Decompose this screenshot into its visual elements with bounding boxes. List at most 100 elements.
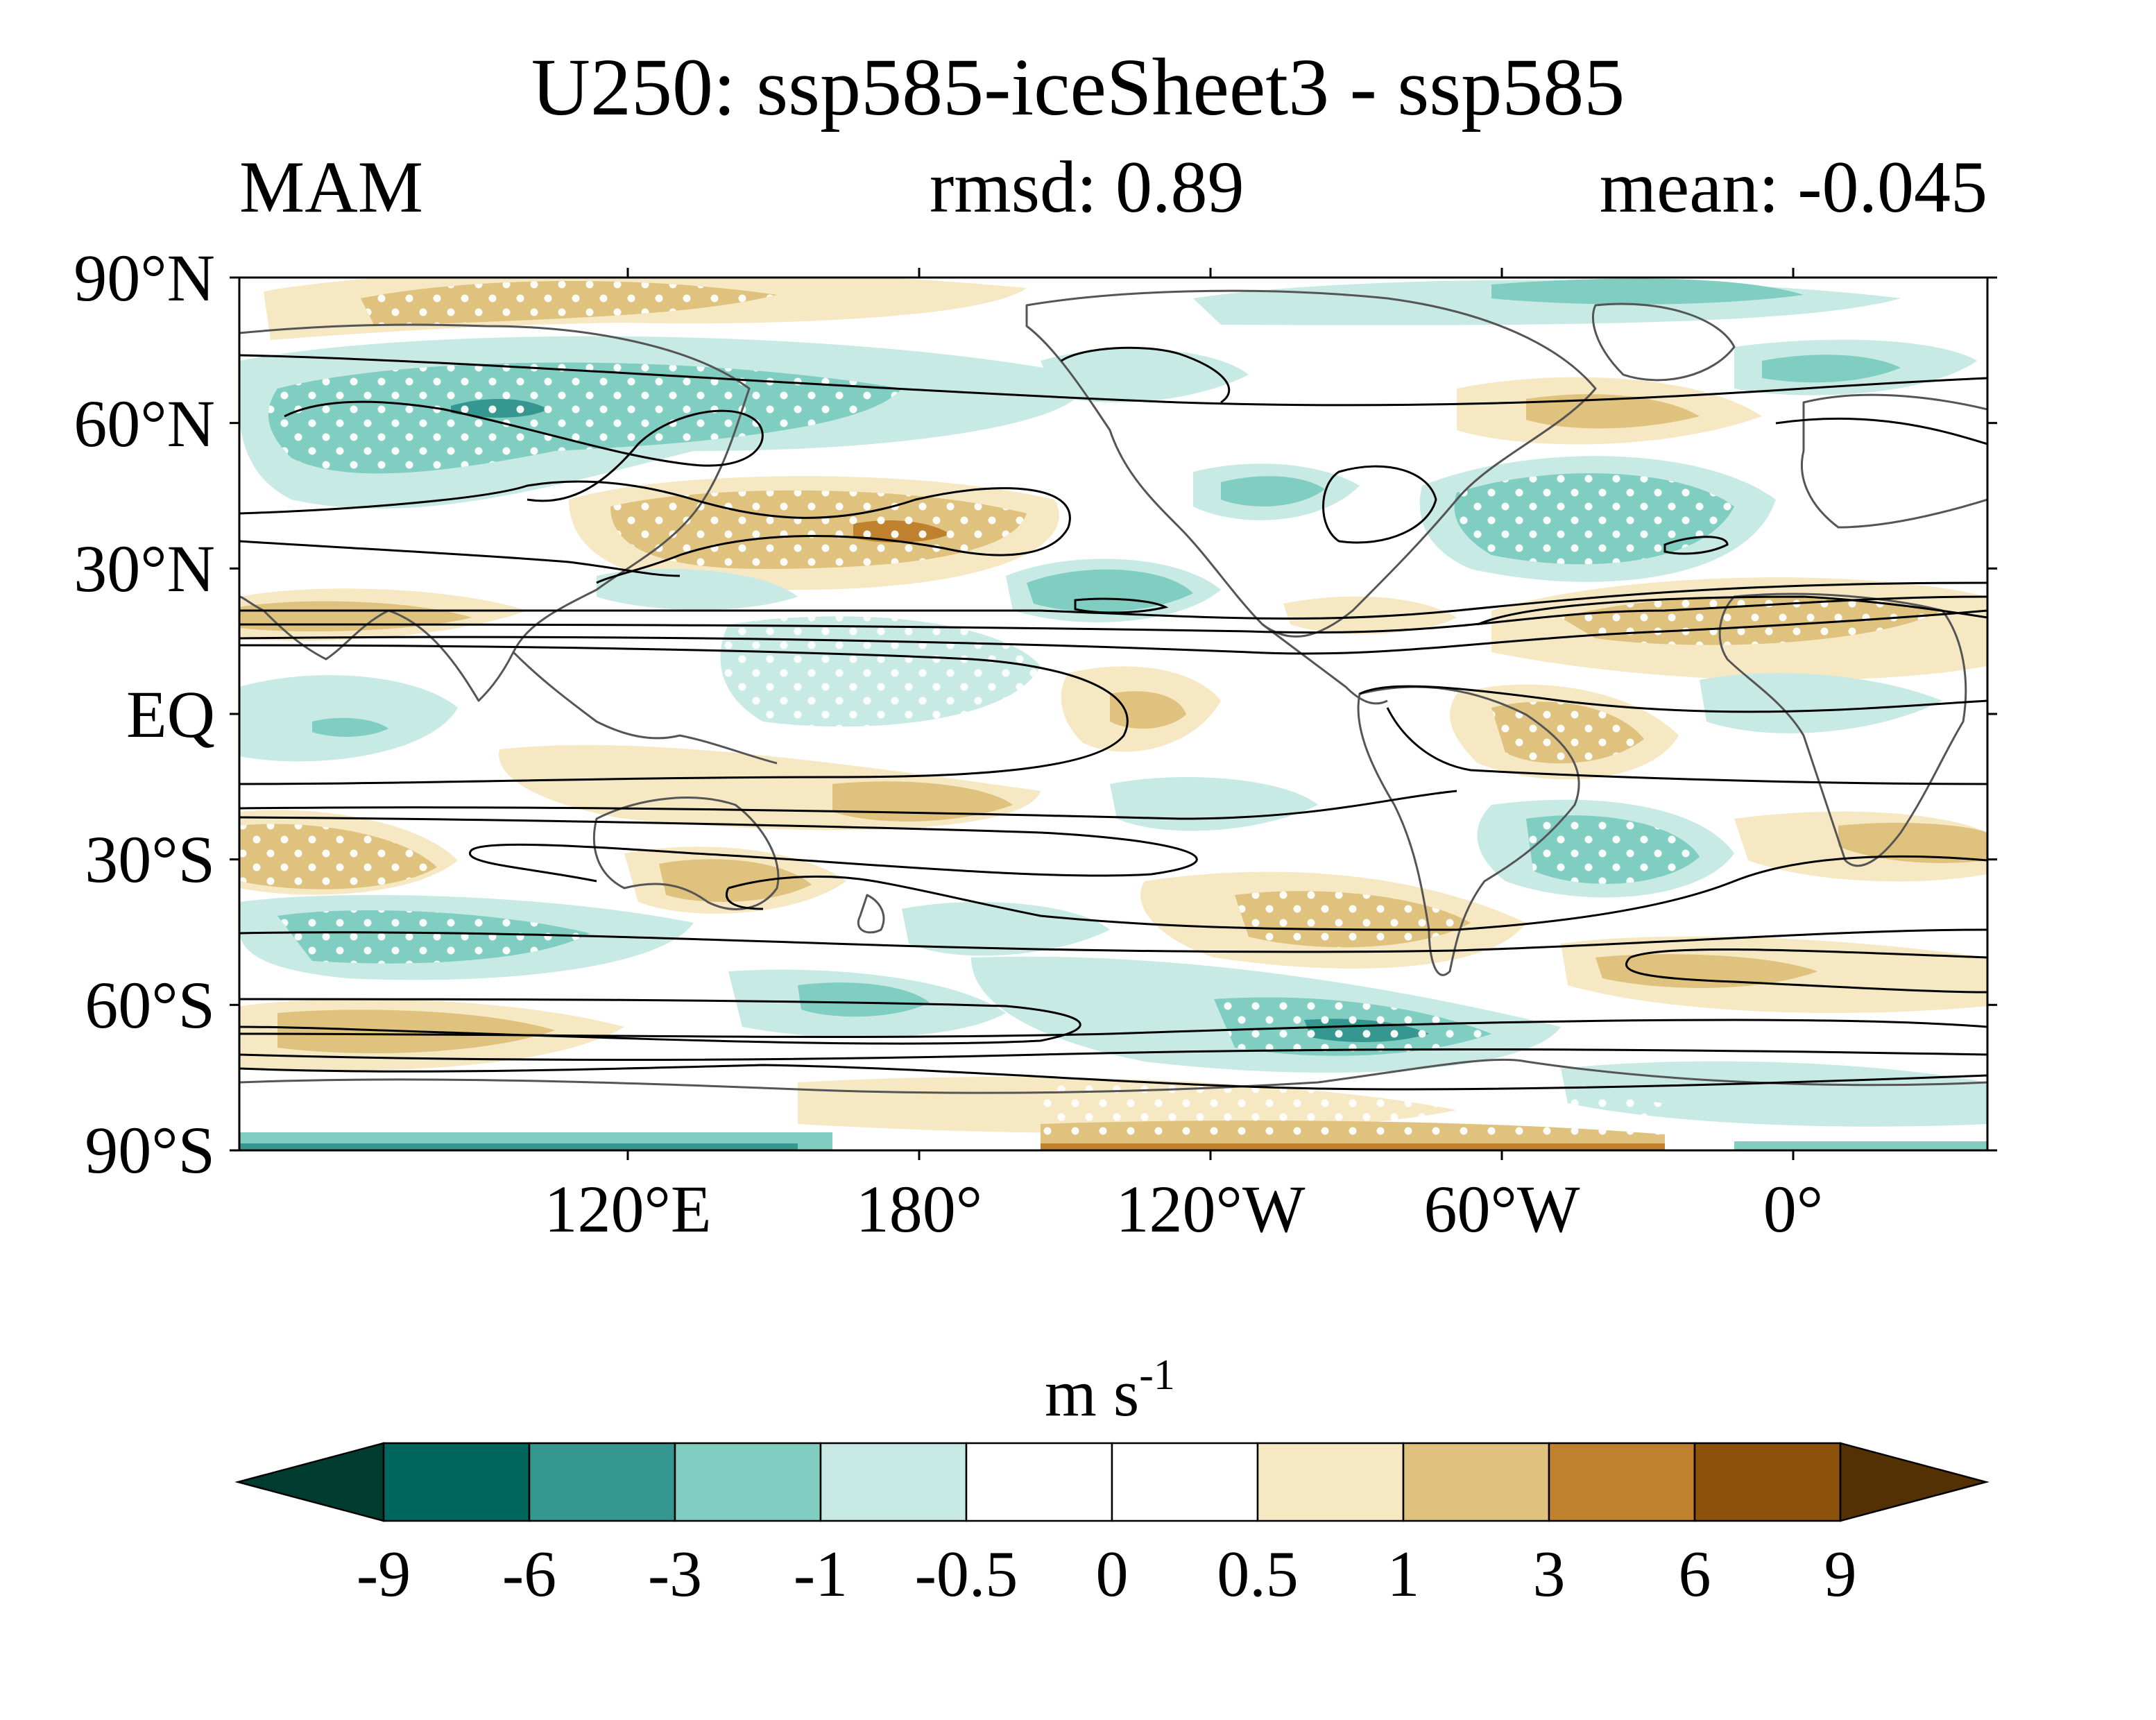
stipple-area [610, 490, 1027, 569]
lat-label-60s: 60°S [85, 968, 215, 1042]
colorbar-label: -3 [648, 1538, 702, 1610]
colorbar-label: 9 [1824, 1538, 1857, 1610]
lat-label-60n: 60°N [74, 386, 215, 461]
contour-line [239, 928, 1987, 953]
tick-marks [230, 268, 1997, 1160]
colorbar-box [819, 1442, 968, 1522]
lon-label-120w: 120°W [1116, 1172, 1306, 1246]
anomaly-region-negative [1221, 476, 1325, 506]
colorbar-unit-base: m s [1045, 1356, 1139, 1430]
stipple-area [361, 281, 777, 326]
climatology-contours [239, 346, 1987, 1091]
stipple-area [268, 362, 902, 474]
anomaly-region-negative [597, 569, 798, 610]
contour-line [1322, 465, 1437, 544]
mean-label: mean: -0.045 [1600, 146, 1987, 228]
anomaly-region-negative [1041, 348, 1249, 402]
coastline-greenland [1591, 303, 1736, 382]
lon-label-60w: 60°W [1424, 1172, 1580, 1246]
colorbar-label: -6 [502, 1538, 556, 1610]
contour-line [239, 998, 1081, 1045]
anomaly-region-negative [312, 717, 388, 737]
contour-line [239, 581, 1987, 620]
map-panel [239, 278, 1987, 1150]
anomaly-region-positive [1110, 691, 1186, 729]
contour-line [1629, 948, 1987, 959]
coastline-australia [592, 797, 780, 910]
coastline-north-america [1025, 289, 1597, 638]
colorbar-box [1548, 1442, 1696, 1522]
colorbar-extension-low [234, 1442, 385, 1522]
lat-label-30n: 30°N [74, 531, 215, 606]
significance-stippling [239, 281, 1942, 1138]
colorbar-label: -0.5 [915, 1538, 1018, 1610]
longitude-labels: 120°E 180° 120°W 60°W 0° [544, 1172, 1823, 1246]
colorbar-label: 6 [1679, 1538, 1711, 1610]
colorbar-box [382, 1442, 531, 1522]
anomaly-region-strong-negative [239, 1143, 798, 1150]
stipple-area [1041, 1080, 1665, 1138]
contour-line [239, 480, 1071, 584]
colorbar-box [1693, 1442, 1842, 1522]
colorbar-label: -9 [357, 1538, 411, 1610]
stipple-area [1526, 815, 1700, 884]
colorbar-label: 0.5 [1217, 1538, 1299, 1610]
anomaly-region-negative [1491, 278, 1804, 305]
contour-line [239, 540, 681, 577]
contour-line [239, 1064, 1987, 1091]
stipple-area [1454, 473, 1734, 565]
contour-line [239, 595, 1987, 634]
contour-line [1061, 346, 1231, 404]
colorbar-box [528, 1442, 676, 1522]
contour-line [1477, 595, 1987, 626]
contour-line [1386, 707, 1987, 785]
latitude-labels: 90°N 60°N 30°N EQ 30°S 60°S 90°S [74, 241, 215, 1187]
colorbar-box [1402, 1442, 1550, 1522]
contour-line [239, 1048, 1987, 1061]
contour-line [728, 855, 1987, 931]
anomaly-region-positive [1283, 596, 1457, 634]
colorbar-extension-high [1839, 1442, 1990, 1522]
contour-line [239, 790, 1457, 820]
contour-line [1775, 417, 1987, 445]
colorbar-label: -1 [794, 1538, 848, 1610]
contour-line [284, 400, 764, 502]
colorbar-box [1256, 1442, 1405, 1522]
anomaly-region-negative [1027, 569, 1193, 612]
contour-line [239, 644, 1129, 785]
anomaly-region-negative [1762, 355, 1901, 383]
contour-line [239, 609, 1987, 655]
contour-line [726, 887, 764, 910]
colorbar-tick-labels: -9 -6 -3 -1 -0.5 0 0.5 1 3 6 9 [357, 1538, 1857, 1610]
coastline-eurasia [239, 323, 751, 702]
colorbar-box [965, 1442, 1113, 1522]
lon-label-120e: 120°E [544, 1172, 711, 1246]
colorbar-unit-exponent: -1 [1139, 1352, 1175, 1399]
colorbar-box [1111, 1442, 1259, 1522]
coastline-new-zealand [857, 894, 885, 934]
lat-label-30s: 30°S [85, 822, 215, 896]
anomaly-region-negative [1734, 1141, 1987, 1150]
coastline-south-america [1357, 686, 1580, 976]
colorbar-label: 0 [1096, 1538, 1129, 1610]
anomaly-region-positive [1595, 954, 1817, 988]
colorbar [234, 1442, 1990, 1522]
anomaly-region-positive [1526, 394, 1700, 429]
coastline-southeast-asia [512, 651, 778, 765]
coastline-central-america [1262, 623, 1388, 705]
contour-line [1359, 685, 1987, 713]
figure-title: U250: ssp585-iceSheet3 - ssp585 [531, 42, 1625, 133]
lat-label-90s: 90°S [85, 1113, 215, 1187]
stipple-area [239, 824, 437, 889]
contour-line [239, 816, 1198, 883]
season-label: MAM [239, 146, 423, 228]
lon-label-0: 0° [1763, 1172, 1823, 1246]
contour-line [1625, 956, 1987, 994]
coastline-europe [1800, 393, 1987, 529]
stipple-area [1235, 891, 1471, 948]
lon-label-180: 180° [856, 1172, 982, 1246]
contour-line [239, 354, 1987, 407]
anomaly-region-positive [1838, 822, 1987, 863]
coastline-antarctica [239, 1058, 1987, 1094]
